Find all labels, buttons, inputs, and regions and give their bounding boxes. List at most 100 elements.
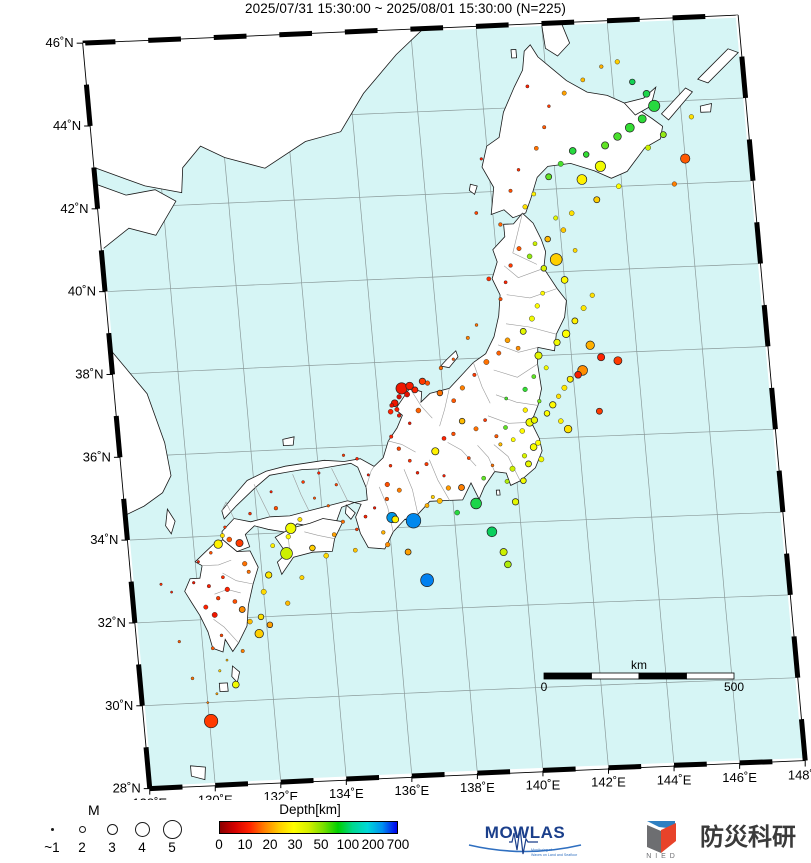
earthquake-marker bbox=[535, 439, 541, 446]
scale-bar-end-label: 500 bbox=[724, 680, 744, 694]
earthquake-marker bbox=[232, 599, 238, 604]
earthquake-marker bbox=[396, 446, 401, 451]
earthquake-marker bbox=[396, 394, 402, 400]
earthquake-marker bbox=[515, 345, 521, 351]
frame-top-outline bbox=[82, 14, 739, 44]
earthquake-marker bbox=[594, 160, 606, 172]
earthquake-marker bbox=[280, 547, 293, 560]
magnitude-legend-circle bbox=[162, 819, 182, 839]
latitude-tick-label: 46˚N bbox=[45, 35, 73, 50]
earthquake-marker bbox=[479, 157, 483, 161]
earthquake-marker bbox=[415, 471, 420, 475]
depth-tick-label: 50 bbox=[313, 837, 329, 852]
page-title: 2025/07/31 15:30:00 ~ 2025/08/01 15:30:0… bbox=[245, 1, 566, 16]
earthquake-marker bbox=[519, 428, 525, 434]
earthquake-marker bbox=[671, 181, 677, 187]
magnitude-legend-label: 5 bbox=[168, 840, 176, 855]
landmass-oki bbox=[282, 436, 295, 447]
earthquake-marker bbox=[334, 483, 338, 487]
earthquake-marker bbox=[384, 481, 390, 488]
earthquake-marker bbox=[534, 146, 539, 151]
earthquake-marker bbox=[441, 436, 447, 441]
legend-panel: M ~1 2 3 4 5 Depth[km] 0 10 20 30 50 100 200 700 bbox=[0, 800, 811, 863]
earthquake-marker bbox=[472, 372, 477, 377]
longitude-tick-label: 148˚E bbox=[788, 768, 811, 783]
earthquake-marker bbox=[404, 391, 410, 398]
earthquake-marker bbox=[317, 471, 321, 475]
latitude-tick-label: 34˚N bbox=[90, 532, 118, 547]
earthquake-marker bbox=[601, 141, 610, 150]
frame-bottom bbox=[247, 779, 281, 787]
scale-bar-segment bbox=[638, 672, 687, 680]
landmass-izu-oshima bbox=[495, 489, 501, 496]
earthquake-marker bbox=[396, 487, 402, 493]
earthquake-marker bbox=[381, 530, 386, 535]
earthquake-marker bbox=[240, 649, 245, 653]
map-axis-labels: 46˚N 44˚N 42˚N 40˚N 38˚N 36˚N 34˚N 32˚N 30˚N 28˚N… bbox=[45, 35, 811, 800]
earthquake-marker bbox=[388, 464, 393, 468]
earthquake-marker bbox=[522, 204, 528, 210]
earthquake-marker bbox=[529, 443, 538, 451]
frame-bottom bbox=[641, 762, 675, 769]
earthquake-marker bbox=[522, 407, 528, 413]
graticule-parallel bbox=[97, 180, 754, 210]
latitude-tick-label: 40˚N bbox=[68, 284, 96, 299]
earthquake-marker bbox=[459, 385, 465, 391]
landmass-kunashiri bbox=[660, 87, 694, 121]
latitude-tick-label: 28˚N bbox=[113, 781, 141, 796]
frame-bottom bbox=[280, 778, 314, 785]
earthquake-marker bbox=[593, 196, 601, 204]
earthquake-marker bbox=[483, 418, 487, 422]
earthquake-marker bbox=[213, 539, 223, 549]
graticule-parallel bbox=[112, 346, 768, 375]
depth-tick-label: 0 bbox=[215, 837, 223, 852]
earthquake-marker bbox=[496, 350, 502, 356]
magnitude-legend-label: 3 bbox=[108, 840, 116, 855]
earthquake-marker bbox=[544, 235, 551, 243]
earthquake-marker bbox=[589, 292, 595, 298]
earthquake-marker bbox=[340, 519, 345, 524]
earthquake-marker bbox=[458, 417, 466, 425]
earthquake-marker bbox=[424, 380, 431, 386]
earthquake-marker bbox=[465, 335, 470, 340]
earthquake-marker bbox=[366, 473, 370, 477]
landmass-yakushima bbox=[218, 682, 229, 693]
earthquake-marker bbox=[474, 323, 479, 327]
earthquake-marker bbox=[442, 474, 446, 478]
earthquake-marker bbox=[481, 475, 486, 481]
earthquake-marker bbox=[563, 424, 573, 434]
earthquake-marker bbox=[254, 629, 264, 639]
earthquake-marker bbox=[576, 174, 588, 185]
earthquake-marker bbox=[404, 548, 412, 556]
scale-bar-start-label: 0 bbox=[541, 680, 548, 694]
earthquake-marker bbox=[560, 276, 569, 284]
earthquake-marker bbox=[688, 114, 694, 120]
frame-right-outline bbox=[737, 15, 806, 761]
earthquake-marker bbox=[260, 588, 267, 595]
scale-bar-segment bbox=[591, 672, 640, 680]
earthquake-marker bbox=[285, 522, 297, 534]
nied-mark-icon bbox=[647, 821, 676, 853]
mowlas-tagline-line2: Waves on Land and Seafloor bbox=[531, 853, 578, 857]
earthquake-marker bbox=[508, 188, 513, 193]
earthquake-marker bbox=[557, 160, 564, 167]
earthquake-marker bbox=[525, 460, 532, 468]
earthquake-marker bbox=[451, 398, 456, 403]
earthquake-marker bbox=[221, 575, 225, 580]
earthquake-marker bbox=[389, 403, 394, 408]
earthquake-marker bbox=[235, 539, 244, 548]
prefecture-boundary bbox=[378, 486, 394, 532]
prefecture-boundary bbox=[409, 387, 433, 419]
earthquake-marker bbox=[543, 410, 551, 417]
depth-colorbar bbox=[219, 821, 398, 834]
earthquake-marker bbox=[225, 658, 229, 662]
map-frame-border bbox=[80, 14, 808, 792]
prefecture-boundary bbox=[403, 469, 419, 515]
earthquake-marker bbox=[530, 416, 538, 424]
magnitude-legend-symbols bbox=[38, 819, 182, 839]
frame-bottom bbox=[411, 772, 445, 779]
earthquake-marker bbox=[223, 525, 227, 529]
prefecture-boundary bbox=[304, 531, 335, 539]
earthquake-marker bbox=[242, 561, 248, 567]
earthquake-marker bbox=[219, 633, 224, 638]
